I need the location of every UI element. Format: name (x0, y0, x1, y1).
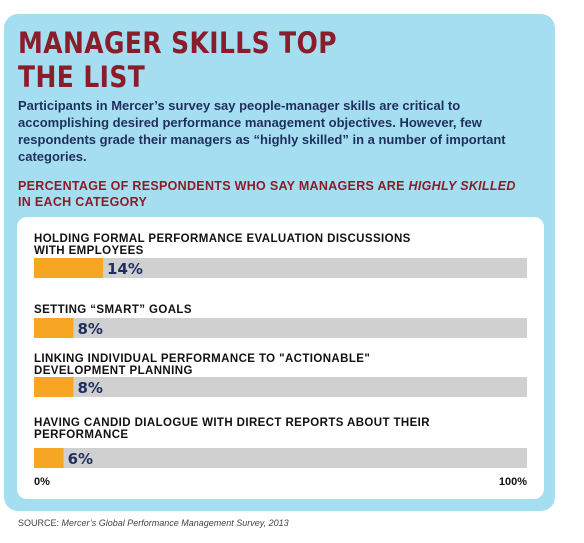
category-label: WITH EMPLOYEES (34, 245, 144, 257)
x-axis-max-label: 100% (499, 476, 527, 488)
category-label: HOLDING FORMAL PERFORMANCE EVALUATION DI… (34, 233, 411, 245)
category-label: HAVING CANDID DIALOGUE WITH DIRECT REPOR… (34, 417, 430, 429)
subhead-part-2: IN EACH CATEGORY (18, 195, 148, 209)
bar (34, 448, 64, 468)
chart-subheading: PERCENTAGE OF RESPONDENTS WHO SAY MANAGE… (18, 178, 538, 210)
category-label: LINKING INDIVIDUAL PERFORMANCE TO "ACTIO… (34, 353, 370, 365)
value-label: 14% (107, 260, 143, 278)
bar-track (34, 448, 527, 468)
value-label: 6% (68, 450, 93, 468)
value-label: 8% (77, 320, 102, 338)
source-note: SOURCE: Mercer’s Global Performance Mana… (18, 518, 289, 528)
bar (34, 318, 74, 338)
subhead-emphasis: HIGHLY SKILLED (408, 179, 516, 193)
x-axis-min-label: 0% (34, 476, 50, 488)
intro-text: Participants in Mercer’s survey say peop… (18, 98, 506, 164)
page-title: MANAGER SKILLS TOP THE LIST (18, 26, 379, 94)
value-label: 8% (77, 379, 102, 397)
title-line-1: MANAGER SKILLS TOP (18, 26, 337, 60)
bar (34, 258, 104, 278)
category-label: DEVELOPMENT PLANNING (34, 365, 193, 377)
chart-panel: HOLDING FORMAL PERFORMANCE EVALUATION DI… (17, 217, 544, 499)
title-line-2: THE LIST (18, 60, 146, 94)
source-text: Mercer’s Global Performance Management S… (61, 518, 289, 528)
bar-track (34, 318, 527, 338)
category-label: PERFORMANCE (34, 429, 129, 441)
bar (34, 377, 74, 397)
subhead-part-1: PERCENTAGE OF RESPONDENTS WHO SAY MANAGE… (18, 179, 409, 193)
category-label: SETTING “SMART” GOALS (34, 304, 192, 316)
source-label: SOURCE: (18, 518, 62, 528)
bar-chart: HOLDING FORMAL PERFORMANCE EVALUATION DI… (34, 233, 527, 488)
bar-track (34, 377, 527, 397)
bar-track (34, 258, 527, 278)
